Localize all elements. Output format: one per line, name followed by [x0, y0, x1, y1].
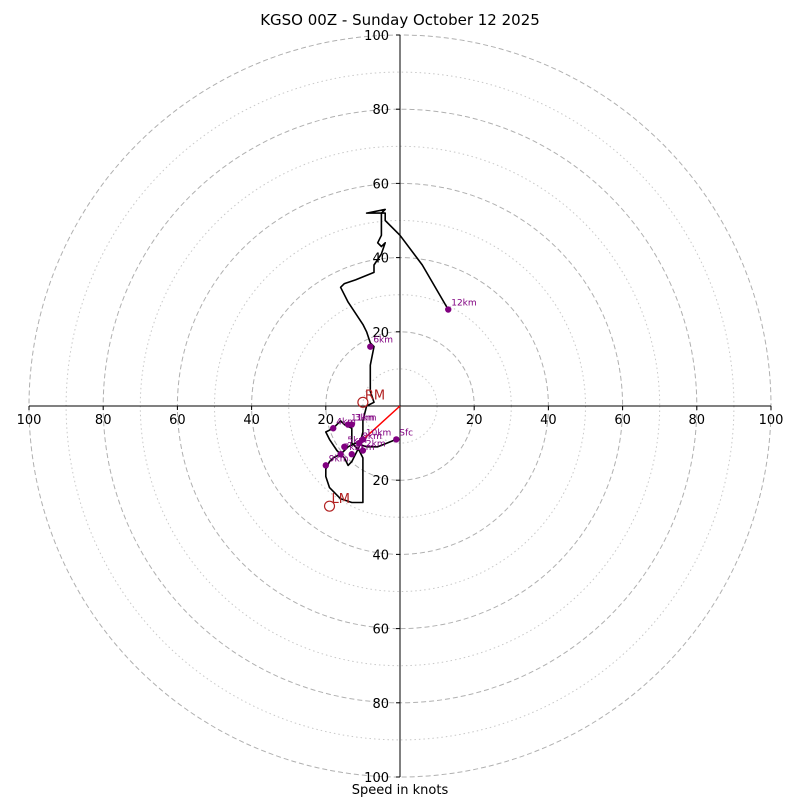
- x-tick-label: 40: [540, 413, 557, 428]
- height-label: 11km: [351, 414, 376, 424]
- y-tick-label: 60: [372, 623, 389, 638]
- y-tick-label: 80: [372, 103, 389, 118]
- y-tick-label: 60: [372, 177, 389, 192]
- x-tick-label: 20: [318, 413, 335, 428]
- mean-wind-vector: [358, 405, 401, 444]
- height-marker: [341, 443, 348, 451]
- x-tick-label: 20: [466, 413, 483, 428]
- x-tick-label: 80: [95, 413, 112, 428]
- y-tick-label: 40: [372, 548, 389, 563]
- y-tick-label: 20: [372, 326, 389, 341]
- y-tick-label: 100: [364, 771, 389, 786]
- x-tick-label: 80: [689, 413, 706, 428]
- height-marker: [359, 436, 367, 443]
- y-tick-label: 100: [364, 29, 389, 44]
- height-marker: [330, 425, 337, 432]
- wind-trace-line: [324, 208, 449, 504]
- x-tick-label: 100: [759, 413, 784, 428]
- vector-line: [358, 405, 401, 444]
- height-marker: [445, 306, 452, 313]
- x-tick-label: 60: [614, 413, 631, 428]
- height-label: 2km: [366, 440, 386, 450]
- hodograph-trace: [324, 208, 449, 504]
- storm-motion-marker: [357, 396, 369, 408]
- y-tick-label: 40: [372, 252, 389, 267]
- height-label: 7km: [344, 443, 364, 453]
- height-marker: [322, 462, 329, 469]
- height-marker: [337, 451, 344, 458]
- height-label: 12km: [451, 299, 476, 309]
- y-tick-label: 80: [372, 697, 389, 712]
- chart-title: KGSO 00Z - Sunday October 12 2025: [260, 11, 540, 29]
- height-label: Sfc: [399, 428, 413, 438]
- height-marker: [367, 343, 374, 350]
- height-marker: [348, 451, 355, 458]
- x-axis-label: Speed in knots: [351, 783, 449, 798]
- height-marker: [393, 436, 400, 443]
- storm-motion-label: LM: [332, 492, 350, 507]
- storm-motion-label: RM: [365, 388, 385, 403]
- height-label: 8km: [362, 432, 382, 442]
- height-label: 3km: [355, 414, 375, 424]
- height-marker: [359, 447, 367, 454]
- storm-motion-marker: [323, 500, 336, 512]
- axis-ticks: 100 80 60 40 20 20 40 60 80 100 100 80 60 40 20 20 40 60 8…: [17, 29, 784, 786]
- height-markers: Sfc1km2km3km4km5km6km7km8km9km10km11km12…: [322, 299, 477, 469]
- y-tick-label: 20: [372, 474, 389, 489]
- height-label: 6km: [373, 336, 393, 346]
- storm-motions: RM LM: [323, 388, 385, 512]
- height-marker: [344, 421, 352, 428]
- x-tick-label: 40: [243, 413, 260, 428]
- x-tick-label: 100: [17, 413, 42, 428]
- height-label: 10km: [366, 428, 391, 438]
- x-tick-label: 60: [169, 413, 186, 428]
- height-label: 9km: [329, 454, 349, 464]
